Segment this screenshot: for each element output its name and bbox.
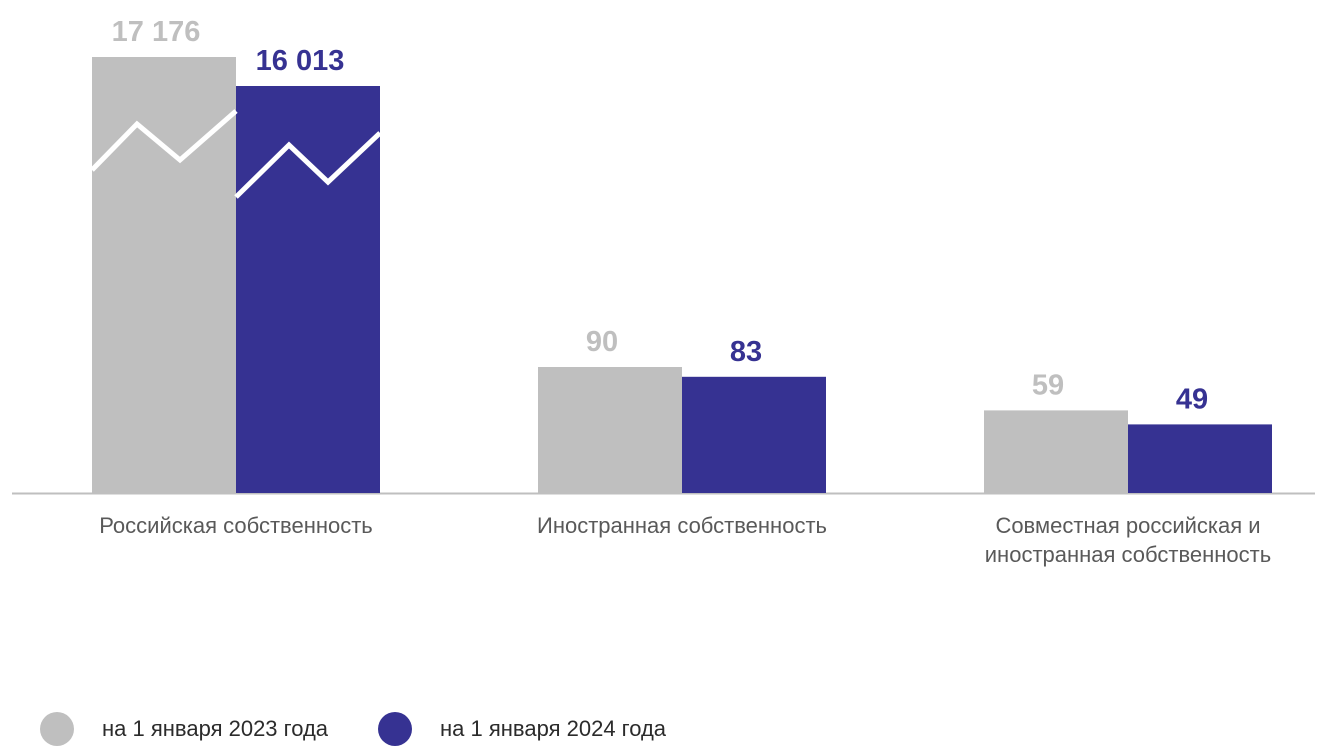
data-label-2024-cat2: 49 (1176, 383, 1208, 415)
legend: на 1 января 2023 года на 1 января 2024 г… (40, 712, 716, 746)
category-label-1: Иностранная собственность (537, 513, 827, 538)
legend-swatch-2023 (40, 712, 74, 746)
legend-item-2024: на 1 января 2024 года (378, 712, 666, 746)
legend-label-2023: на 1 января 2023 года (102, 716, 329, 741)
bar-2023-cat1 (538, 367, 682, 493)
bar-2024-cat0 (236, 86, 380, 493)
category-label-0: Российская собственность (99, 513, 373, 538)
data-label-2024-cat0: 16 013 (256, 45, 345, 77)
category-label-2-line1: иностранная собственность (985, 542, 1271, 567)
bar-2024-cat1 (682, 376, 826, 493)
bar-2023-cat0 (92, 57, 236, 493)
data-label-2024-cat1: 83 (730, 336, 762, 368)
data-label-2023-cat1: 90 (586, 326, 618, 358)
category-label-2-line0: Совместная российская и (995, 513, 1260, 538)
data-label-2023-cat0: 17 176 (112, 16, 201, 48)
axis-break-mark-2023 (90, 109, 238, 172)
axis-break-mark-2024 (234, 131, 382, 199)
bar-2024-cat2 (1128, 424, 1272, 493)
legend-swatch-2024 (378, 712, 413, 746)
legend-label-2024: на 1 января 2024 года (440, 716, 667, 741)
bar-2023-cat2 (984, 410, 1128, 493)
legend-item-2023: на 1 января 2023 года (40, 712, 328, 746)
data-label-2023-cat2: 59 (1032, 369, 1064, 401)
